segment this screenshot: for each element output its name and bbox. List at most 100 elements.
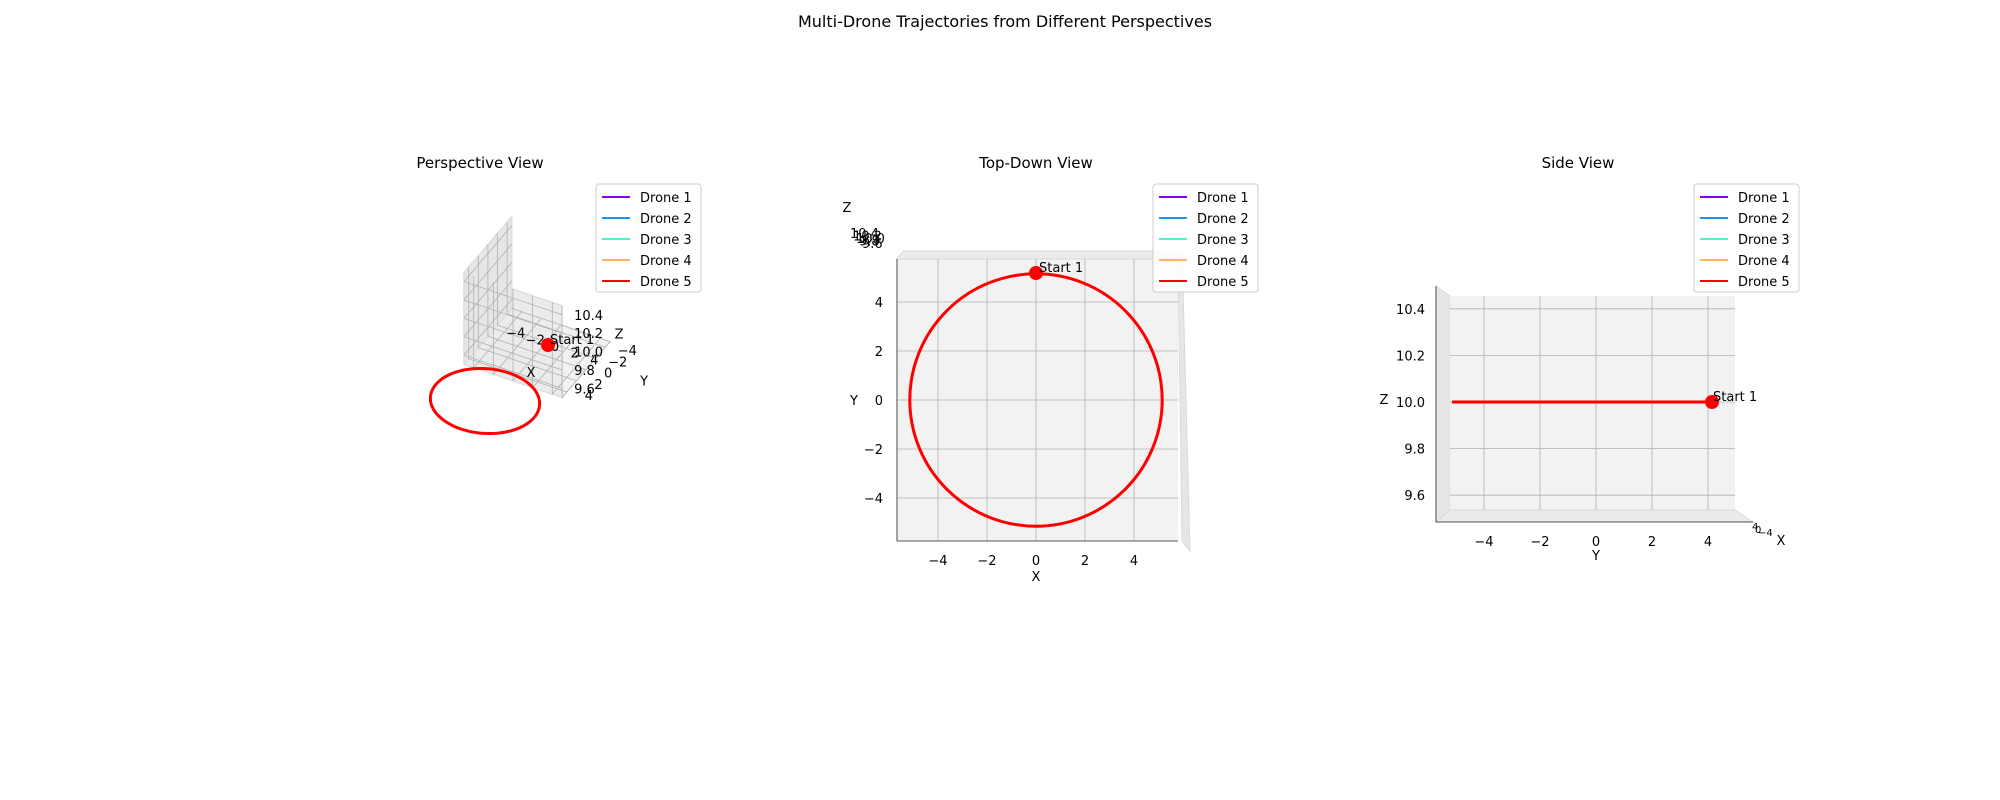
legend: Drone 1 Drone 2 Drone 3 Drone 4 Drone 5: [1693, 183, 1800, 293]
x-axis-line: [511, 308, 611, 342]
legend-frame: [595, 183, 702, 293]
y-tick-label: 4: [585, 389, 593, 404]
figure-suptitle: Multi-Drone Trajectories from Different …: [798, 12, 1212, 31]
x-axis-label: X: [527, 366, 536, 381]
y-tick-label: 2: [875, 345, 883, 360]
start-marker: [541, 338, 555, 352]
trajectory-line: [428, 367, 542, 435]
panel-top-down-view: −4 −2 0 2 4 −4 −2 0 2 4 X Y Z 10.410.210.09.89.6 Start…: [843, 154, 1259, 585]
gridline-z: [463, 298, 513, 356]
gridline-z: [463, 243, 513, 301]
right-edge-pane: [1177, 250, 1191, 553]
y-tick-label: −2: [608, 355, 627, 370]
y-tick-label: −2: [864, 443, 883, 458]
gridline-z: [463, 281, 563, 316]
legend: Drone 1 Drone 2 Drone 3 Drone 4 Drone 5: [1152, 183, 1259, 293]
x-tick-label: 4: [1130, 554, 1138, 569]
x-tick-label: −4: [1758, 528, 1773, 539]
y-tick-label: −4: [1474, 535, 1493, 550]
x-tick-label: 0: [551, 340, 559, 355]
legend-label: Drone 1: [1197, 191, 1249, 206]
x-tick-label: 4: [590, 353, 598, 368]
legend-label: Drone 4: [1738, 254, 1790, 269]
x-tick-label: −2: [977, 554, 996, 569]
start-label: Start 1: [550, 333, 594, 348]
z-axis-label: Z: [843, 201, 852, 216]
z-tick-label: 10.4: [850, 227, 879, 242]
panel-title: Perspective View: [416, 154, 543, 172]
z-tick-label: 10.2: [853, 230, 882, 245]
legend-label: Drone 2: [640, 212, 692, 227]
y-tick-label: 2: [594, 378, 602, 393]
x-tick-label: −4: [928, 554, 947, 569]
legend: Drone 1 Drone 2 Drone 3 Drone 4 Drone 5: [595, 183, 702, 293]
start-marker: [1029, 266, 1043, 280]
legend-label: Drone 3: [640, 233, 692, 248]
start-marker: [1705, 395, 1719, 409]
panel-title: Side View: [1542, 154, 1615, 172]
y-tick-label: −4: [618, 344, 637, 359]
z-axis-label: Z: [615, 328, 624, 343]
y-tick-label: 0: [604, 367, 612, 382]
y-axis-label: Y: [1591, 549, 1600, 564]
z-tick-label: 9.8: [574, 364, 595, 379]
z-tick-label: 10.4: [574, 309, 603, 324]
panel-perspective-view: −4 −2 0 2 4−4−20249.69.810.010.210.4XYZStart…: [416, 154, 702, 435]
left-edge-pane: [1435, 285, 1451, 524]
y-axis-line: [561, 341, 611, 398]
gridline-z: [463, 262, 513, 319]
legend-label: Drone 4: [640, 254, 692, 269]
gridline-y: [478, 347, 577, 382]
z-tick-label: 9.8: [859, 235, 880, 250]
legend-label: Drone 3: [1738, 233, 1790, 248]
y-tick-label: 0: [875, 394, 883, 409]
start-label: Start 1: [1713, 390, 1757, 405]
gridline-z: [463, 280, 513, 338]
x-tick-label: 0: [1755, 525, 1761, 536]
y-axis-label: Y: [849, 394, 858, 409]
gridline-y: [506, 313, 606, 348]
floor-edge-pane: [1434, 509, 1755, 523]
legend-label: Drone 2: [1738, 212, 1790, 227]
x-tick-label: 2: [1081, 554, 1089, 569]
z-tick-label: 9.6: [1404, 489, 1425, 504]
gridline-z: [463, 299, 563, 334]
x-axis-label: X: [1777, 534, 1786, 549]
gridline-y: [487, 336, 587, 370]
z-tick-label: 10.4: [1396, 303, 1425, 318]
legend-label: Drone 3: [1197, 233, 1249, 248]
legend-label: Drone 4: [1197, 254, 1249, 269]
legend-label: Drone 1: [640, 191, 692, 206]
z-tick-label: 9.6: [862, 237, 883, 252]
top-edge-pane: [896, 250, 1183, 260]
legend-frame: [1152, 183, 1259, 293]
z-tick-label: 9.6: [574, 382, 595, 397]
gridline-z: [463, 354, 563, 389]
y-tick-label: 2: [1648, 535, 1656, 550]
x-tick-label: −2: [526, 333, 545, 348]
z-tick-label: 10.2: [574, 327, 603, 342]
start-label: Start 1: [1039, 261, 1083, 276]
x-tick-label: −4: [506, 327, 525, 342]
legend-label: Drone 1: [1738, 191, 1790, 206]
legend-label: Drone 5: [1738, 275, 1790, 290]
y-tick-label: 4: [875, 296, 883, 311]
z-tick-label: 10.2: [1396, 349, 1425, 364]
legend-frame: [1693, 183, 1800, 293]
gridline-z: [463, 336, 563, 371]
y-axis-label: Y: [639, 375, 648, 390]
panel-title: Top-Down View: [978, 154, 1093, 172]
x-tick-label: 0: [1032, 554, 1040, 569]
x-tick-label: 4: [1752, 522, 1758, 533]
z-tick-label: 9.8: [1404, 443, 1425, 458]
y-tick-label: −4: [864, 492, 883, 507]
legend-label: Drone 5: [1197, 275, 1249, 290]
x-tick-label: 2: [570, 347, 578, 362]
y-tick-label: −2: [1530, 535, 1549, 550]
z-tick-label: 10.0: [1396, 396, 1425, 411]
x-axis-label: X: [1032, 570, 1041, 585]
gridline-z: [463, 225, 513, 282]
legend-label: Drone 5: [640, 275, 692, 290]
